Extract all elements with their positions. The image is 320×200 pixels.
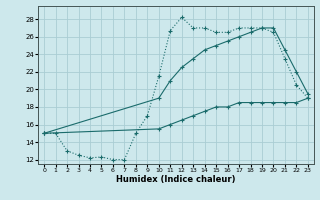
X-axis label: Humidex (Indice chaleur): Humidex (Indice chaleur) bbox=[116, 175, 236, 184]
